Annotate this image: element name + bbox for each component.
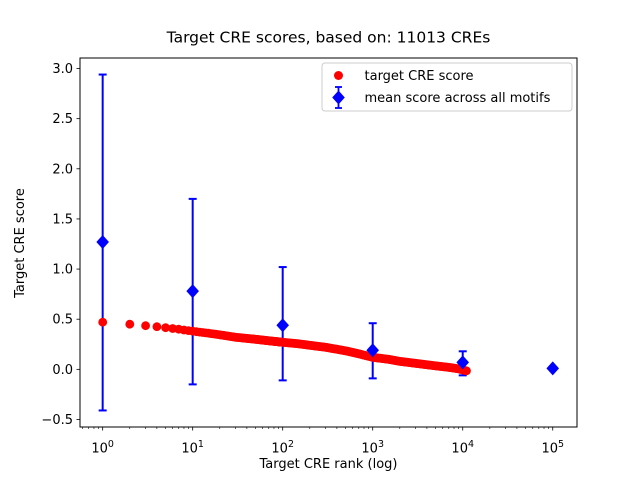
y-tick-label: 0.5 <box>52 313 73 328</box>
scatter-point <box>125 319 135 329</box>
y-tick-label: 1.5 <box>52 212 73 227</box>
y-tick-label: −0.5 <box>41 413 73 428</box>
mean-diamond-marker <box>186 284 199 299</box>
x-axis-label: Target CRE rank (log) <box>259 457 398 472</box>
legend-blue-diamond-errorbar-icon <box>332 86 345 109</box>
x-tick-label: 103 <box>361 439 384 457</box>
y-tick-label: 3.0 <box>52 62 73 77</box>
scatter-point <box>462 366 471 376</box>
x-tick-label: 105 <box>541 439 564 457</box>
blue-diamond-series <box>96 234 560 376</box>
legend-red-circle-icon <box>334 71 343 80</box>
scatter-point <box>152 322 162 332</box>
legend-box <box>321 62 573 112</box>
y-tick-label: 2.5 <box>52 112 73 127</box>
scatter-point <box>141 321 151 331</box>
legend-label-mean-score: mean score across all motifs <box>365 91 551 106</box>
mean-diamond-marker <box>96 234 109 249</box>
plot-area <box>80 58 577 427</box>
y-axis-label: Target CRE score <box>13 188 28 299</box>
axes-ticks: 3.0 2.5 2.0 1.5 1.0 0.5 0.0 −0.5 100 101 102 103 104… <box>41 62 564 456</box>
mean-diamond-marker <box>456 355 470 370</box>
y-tick-label: 2.0 <box>52 162 73 177</box>
y-tick-label: 0.0 <box>52 363 73 378</box>
x-tick-label: 102 <box>271 439 294 457</box>
mean-diamond-marker <box>276 318 289 333</box>
mean-diamond-marker <box>546 361 560 376</box>
x-tick-label: 100 <box>91 439 114 457</box>
legend: target CRE score mean score across all m… <box>321 62 573 112</box>
red-scatter-series <box>98 317 471 376</box>
legend-label-target-cre-score: target CRE score <box>365 69 474 84</box>
scatter-point <box>98 317 108 327</box>
plot-spines <box>79 57 578 428</box>
mean-diamond-marker <box>366 343 380 358</box>
chart-title: Target CRE scores, based on: 11013 CREs <box>166 29 491 47</box>
y-tick-label: 1.0 <box>52 263 73 278</box>
scatter-point <box>161 323 171 333</box>
x-tick-label: 101 <box>181 439 204 457</box>
x-tick-label: 104 <box>451 439 474 457</box>
